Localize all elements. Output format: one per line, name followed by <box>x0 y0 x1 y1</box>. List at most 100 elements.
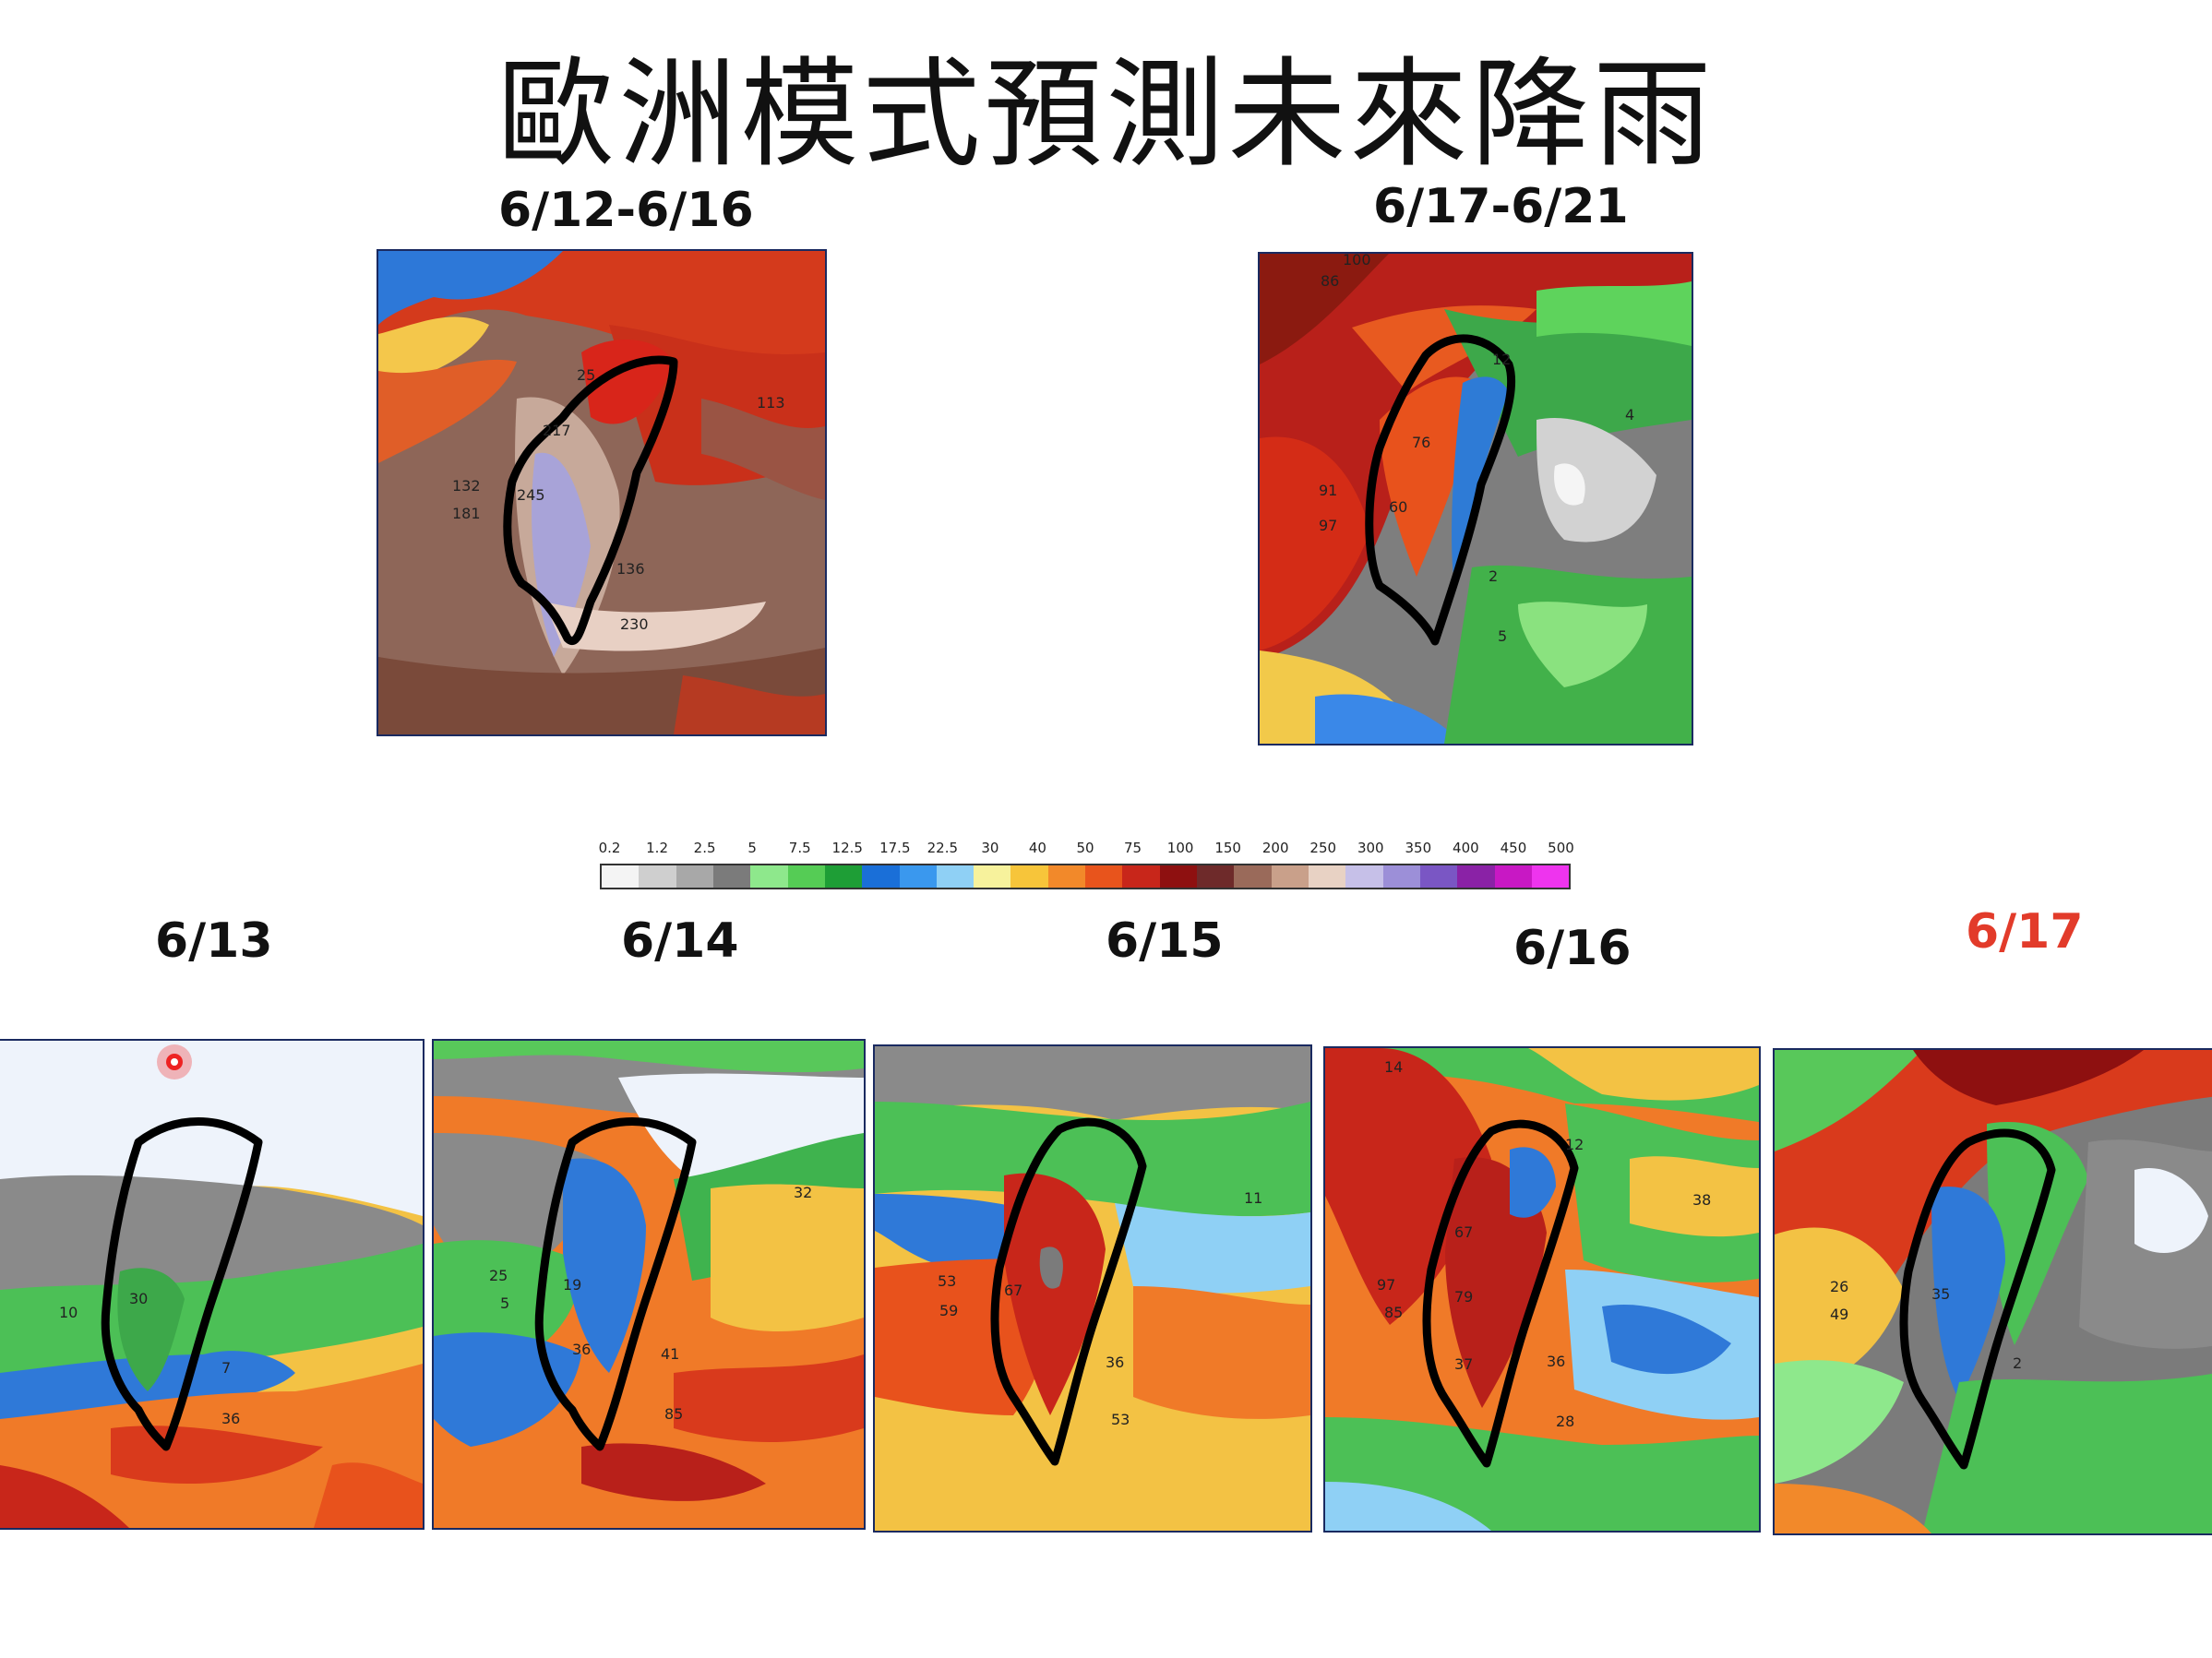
value-label: 85 <box>664 1405 683 1423</box>
scale-tick-label: 1.2 <box>646 840 668 856</box>
value-label: 49 <box>1830 1306 1848 1323</box>
day-label-6-17: 6/17 <box>1966 904 2084 960</box>
scale-color-swatch <box>899 865 937 888</box>
value-label: 113 <box>757 394 785 412</box>
scale-color-swatch <box>712 865 751 888</box>
value-label: 85 <box>1384 1304 1403 1321</box>
rainfall-map-6-17: 26 49 35 2 <box>1773 1048 2212 1535</box>
rainfall-map-6-13: 30 10 7 36 <box>0 1039 424 1530</box>
value-label: 25 <box>489 1267 508 1284</box>
scale-color-swatch <box>1159 865 1197 888</box>
scale-tick-label: 2.5 <box>693 840 716 856</box>
scale-tick-label: 17.5 <box>879 840 911 856</box>
value-label: 32 <box>794 1184 812 1201</box>
map-graphic: 32 25 5 19 36 41 85 <box>434 1041 864 1528</box>
scale-color-swatch <box>750 865 788 888</box>
value-label: 230 <box>620 615 649 633</box>
value-label: 97 <box>1319 517 1337 534</box>
map-graphic: 26 49 35 2 <box>1775 1050 2212 1533</box>
value-label: 11 <box>1244 1189 1262 1207</box>
scale-color-swatch <box>1122 865 1160 888</box>
scale-tick-label: 250 <box>1309 840 1337 856</box>
scale-color-swatch <box>1531 865 1570 888</box>
scale-color-swatch <box>1197 865 1235 888</box>
scale-tick-label: 7.5 <box>788 840 811 856</box>
value-label: 2 <box>2013 1354 2022 1372</box>
value-label: 5 <box>500 1294 509 1312</box>
value-label: 245 <box>517 486 545 504</box>
value-label: 28 <box>1556 1413 1574 1430</box>
map-graphic: 100 86 12 4 76 91 60 97 2 5 <box>1260 254 1692 744</box>
scale-color-swatch <box>1382 865 1420 888</box>
scale-tick-label: 12.5 <box>831 840 863 856</box>
value-label: 19 <box>563 1276 581 1294</box>
scale-tick-label: 450 <box>1500 840 1527 856</box>
page-title: 歐洲模式預測未來降雨 <box>496 46 1716 184</box>
scale-color-bar <box>600 864 1571 889</box>
value-label: 36 <box>221 1410 240 1427</box>
scale-tick-label: 300 <box>1357 840 1384 856</box>
value-label: 37 <box>1454 1355 1473 1373</box>
value-label: 91 <box>1319 482 1337 499</box>
value-label: 76 <box>1412 434 1430 451</box>
value-label: 79 <box>1454 1288 1473 1306</box>
value-label: 4 <box>1625 406 1634 423</box>
value-label: 30 <box>129 1290 148 1307</box>
value-label: 217 <box>543 422 571 439</box>
value-label: 10 <box>59 1304 78 1321</box>
pointer-marker <box>166 1054 183 1070</box>
scale-tick-label: 350 <box>1405 840 1432 856</box>
scale-color-swatch <box>1457 865 1495 888</box>
day-label-6-14: 6/14 <box>621 913 739 969</box>
scale-tick-label: 0.2 <box>598 840 621 856</box>
value-label: 132 <box>452 477 481 495</box>
period-label-2: 6/17-6/21 <box>1373 179 1629 234</box>
value-label: 14 <box>1384 1058 1403 1076</box>
scale-color-swatch <box>1047 865 1086 888</box>
value-label: 12 <box>1565 1136 1584 1153</box>
scale-color-swatch <box>787 865 825 888</box>
value-label: 26 <box>1830 1278 1848 1295</box>
scale-color-swatch <box>602 865 640 888</box>
value-label: 53 <box>1111 1411 1130 1428</box>
rainfall-map-6-14: 32 25 5 19 36 41 85 <box>432 1039 866 1530</box>
scale-tick-label: 200 <box>1261 840 1289 856</box>
map-graphic: 30 10 7 36 <box>0 1041 423 1528</box>
map-graphic: 14 12 38 97 85 67 79 36 37 28 <box>1325 1048 1759 1531</box>
rainfall-map-6-15: 11 53 59 67 36 53 <box>873 1044 1312 1533</box>
scale-color-swatch <box>1345 865 1383 888</box>
value-label: 2 <box>1489 567 1498 585</box>
value-label: 38 <box>1692 1191 1711 1209</box>
scale-tick-label: 5 <box>747 840 757 856</box>
scale-color-swatch <box>1308 865 1346 888</box>
scale-color-swatch <box>1010 865 1048 888</box>
scale-color-swatch <box>1419 865 1458 888</box>
scale-tick-label: 500 <box>1548 840 1574 856</box>
value-label: 7 <box>221 1359 231 1377</box>
scale-tick-label: 100 <box>1166 840 1194 856</box>
scale-tick-label: 400 <box>1453 840 1479 856</box>
scale-tick-label: 50 <box>1076 840 1094 856</box>
value-label: 181 <box>452 505 481 522</box>
value-label: 5 <box>1498 627 1507 645</box>
scale-tick-label: 30 <box>981 840 999 856</box>
period-label-1: 6/12-6/16 <box>498 183 754 238</box>
value-label: 100 <box>1343 254 1371 268</box>
value-label: 35 <box>1931 1285 1950 1303</box>
value-label: 60 <box>1389 498 1407 516</box>
value-label: 59 <box>939 1302 958 1319</box>
scale-color-swatch <box>639 865 676 888</box>
day-label-6-16: 6/16 <box>1513 921 1632 976</box>
value-label: 41 <box>661 1345 679 1363</box>
map-graphic: 11 53 59 67 36 53 <box>875 1046 1310 1531</box>
value-label: 97 <box>1377 1276 1395 1294</box>
rainfall-map-6-16: 14 12 38 97 85 67 79 36 37 28 <box>1323 1046 1761 1533</box>
scale-tick-labels: 0.2 1.2 2.5 5 7.5 12.5 17.5 22.5 30 40 50 75 100 150 2… <box>598 840 1574 860</box>
rainfall-map-6-12-6-16: 113 217 132 181 245 136 230 25 <box>377 249 827 736</box>
scale-color-swatch <box>1271 865 1309 888</box>
value-label: 86 <box>1321 272 1339 290</box>
value-label: 25 <box>577 366 595 384</box>
value-label: 12 <box>1492 351 1511 368</box>
scale-color-swatch <box>824 865 863 888</box>
value-label: 67 <box>1004 1282 1022 1299</box>
